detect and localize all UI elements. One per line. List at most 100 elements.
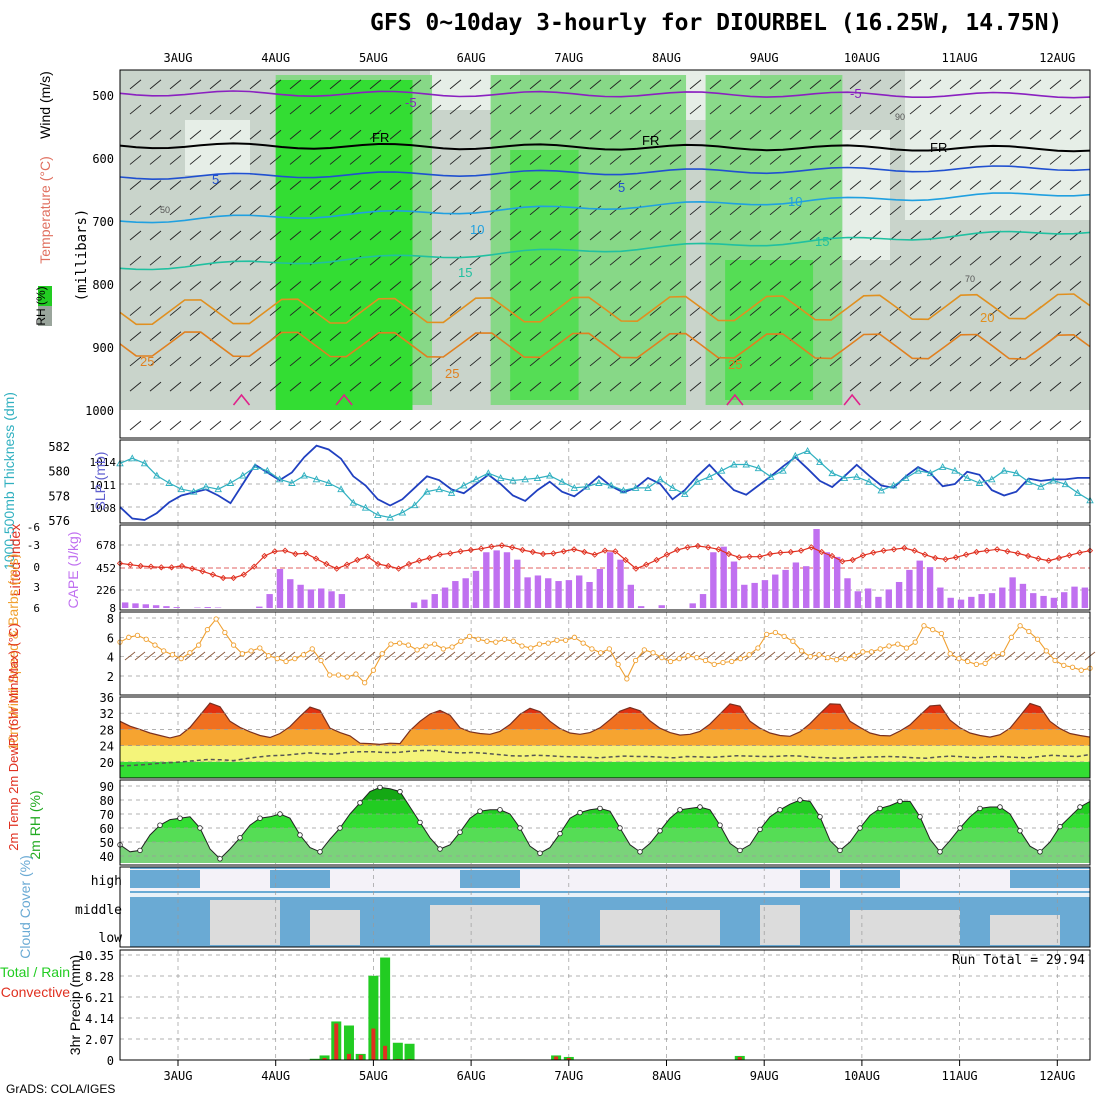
- thickness-point: [1000, 466, 1008, 474]
- wind-barb: [369, 205, 382, 216]
- isotherm-line: [119, 331, 1091, 360]
- wind-barb: [649, 255, 662, 266]
- wind-barb: [989, 230, 1002, 241]
- thickness-point: [202, 482, 210, 490]
- wind-barb: [229, 129, 242, 140]
- wind-barb: [1049, 129, 1062, 140]
- precip-total-legend: Total / Rain: [0, 964, 70, 980]
- wind-barb: [489, 306, 502, 316]
- lifted-index-point: [137, 562, 144, 570]
- wind-speed-point: [650, 650, 656, 656]
- wind-speed-point: [737, 655, 744, 662]
- rh-point: [217, 856, 223, 862]
- thickness-point: [460, 481, 468, 489]
- wind-barb: [394, 651, 406, 661]
- cape-bar: [338, 594, 346, 608]
- wind-barb: [369, 281, 382, 291]
- wind-barb: [349, 331, 362, 342]
- lifted-index-point: [199, 568, 206, 575]
- thickness-point: [988, 475, 996, 483]
- date-tick-top: 8AUG: [652, 51, 681, 65]
- wind-barb: [729, 129, 742, 140]
- wind-barb: [829, 129, 842, 140]
- wind-barb: [789, 281, 802, 291]
- wind-barb: [764, 651, 776, 661]
- thickness-point: [226, 479, 235, 486]
- wind-barb: [569, 230, 582, 241]
- wind-barb: [689, 281, 702, 291]
- precip-tick-label: 10.35: [78, 949, 114, 963]
- wind-barb: [749, 129, 762, 140]
- wind-barb: [749, 331, 762, 342]
- wind-barb: [489, 180, 502, 190]
- wind-legend-label: Wind (m/s): [37, 71, 53, 139]
- cloud-frame: [119, 866, 1091, 948]
- wind-barb: [889, 205, 902, 216]
- wind-barb: [149, 306, 162, 316]
- wind-barb: [709, 331, 722, 342]
- rh-point: [737, 847, 743, 854]
- pressure-tick-label: 900: [92, 341, 114, 355]
- precip-total-bar: [368, 975, 379, 1060]
- cape-bar: [596, 568, 604, 608]
- thickness-point: [852, 472, 861, 480]
- wind-speed-point: [798, 648, 805, 654]
- wind-speed-point: [274, 655, 280, 662]
- wind-speed-point: [134, 632, 141, 639]
- cape-bar: [658, 605, 665, 608]
- thickness-point: [521, 475, 529, 483]
- wind-barb: [464, 651, 476, 661]
- wind-barb: [849, 79, 862, 90]
- wind-barb: [129, 104, 142, 115]
- wind-barb: [529, 281, 542, 291]
- wind-barb: [529, 331, 542, 342]
- thickness-point: [938, 463, 947, 470]
- wind-barb: [369, 230, 382, 241]
- lifted-index-point: [663, 551, 671, 558]
- wind-barb: [129, 306, 142, 316]
- rh-point: [1037, 849, 1043, 855]
- wind-barb: [1049, 104, 1062, 115]
- wind-barb: [149, 104, 162, 115]
- wind-axis-label: 10m Wind Speed & Barbs (m/s): [5, 554, 21, 751]
- wind-speed-point: [431, 641, 438, 647]
- precip-axis-label: 3hr Precip (mm): [67, 955, 83, 1055]
- wind-barb: [829, 104, 842, 115]
- wind-barb: [529, 356, 542, 367]
- lifted-index-point: [715, 546, 722, 553]
- wind-speed-point: [370, 667, 377, 673]
- wind-barb: [969, 155, 982, 165]
- wind-barb: [269, 230, 282, 241]
- wind-barb: [609, 79, 622, 90]
- lifted-index-point: [581, 548, 588, 556]
- wind-barb: [189, 180, 202, 190]
- lifted-index-point: [859, 552, 867, 559]
- thickness-slp-frame: [119, 439, 1091, 524]
- wind-barb: [489, 155, 502, 165]
- cape-tick-label: 678: [96, 539, 116, 552]
- wind-speed-point: [903, 645, 910, 651]
- wind-barb: [1009, 129, 1022, 140]
- rh-point: [357, 800, 363, 806]
- wind-barb: [769, 155, 782, 165]
- thickness-point: [1037, 482, 1045, 490]
- rh-point: [1057, 823, 1063, 830]
- wind-barb: [309, 331, 322, 342]
- wind-barb: [229, 104, 242, 115]
- wind-speed-point: [204, 626, 211, 633]
- rh-point: [437, 846, 443, 852]
- wind-barb: [989, 255, 1002, 266]
- wind-barb: [649, 230, 662, 241]
- cloud-axis-label: Cloud Cover (%): [17, 855, 33, 958]
- wind-barb: [209, 420, 222, 431]
- wind-barb: [509, 331, 522, 342]
- wind-barb: [369, 129, 382, 140]
- thickness-point: [128, 454, 137, 462]
- wind-barb: [549, 381, 562, 392]
- wind-barb: [129, 381, 142, 392]
- thickness-point: [374, 511, 382, 519]
- wind-barb: [229, 180, 242, 190]
- wind-barb: [209, 79, 222, 90]
- cloud-high-block: [1010, 870, 1090, 888]
- thickness-point: [693, 477, 701, 485]
